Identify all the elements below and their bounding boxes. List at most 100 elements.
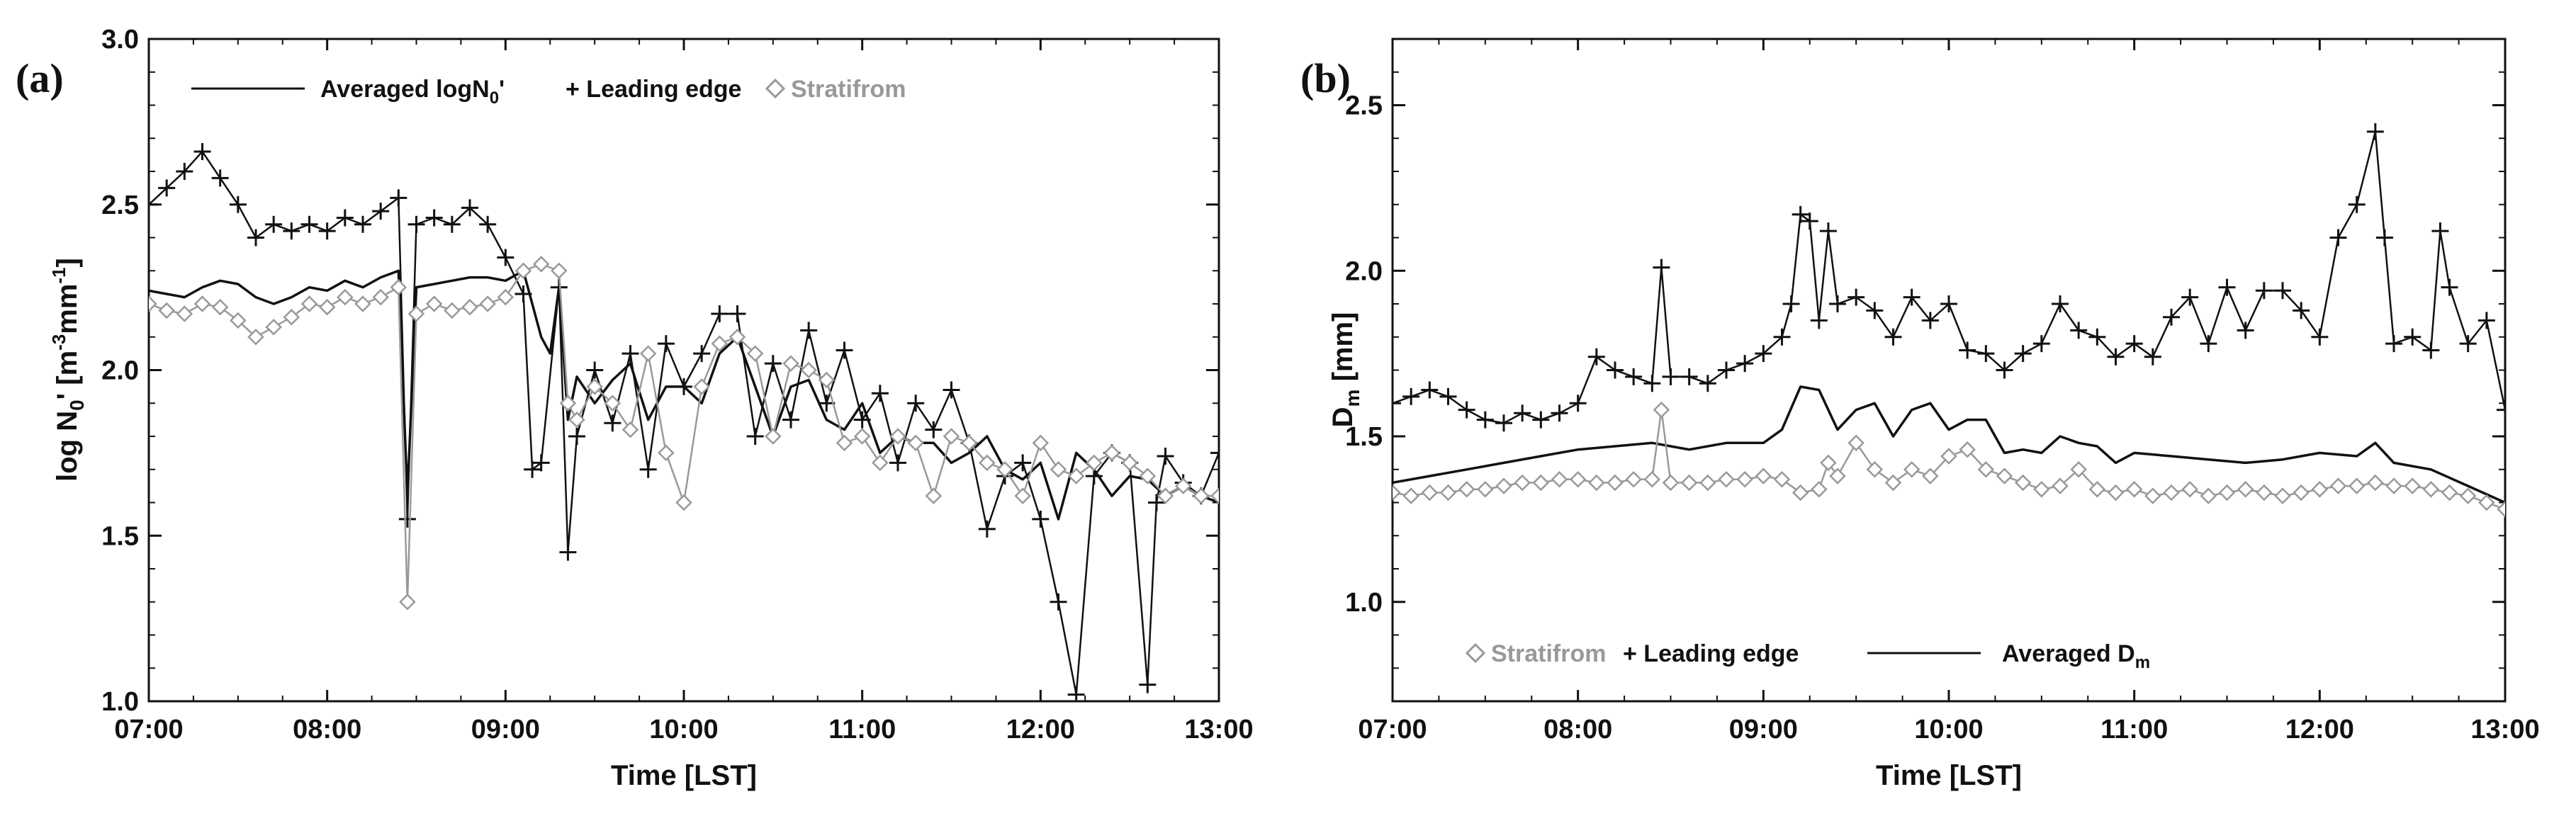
stratifrom-marker — [2497, 501, 2505, 518]
legend-label-stratifrom: Stratifrom — [1491, 640, 1606, 667]
leading-edge-marker — [639, 460, 657, 478]
leading-edge-marker — [479, 215, 497, 233]
panel-b-ylabel: Dm [mm] — [1327, 312, 1363, 428]
stratifrom-marker — [318, 298, 336, 316]
leading-edge-marker — [1792, 205, 1809, 223]
leading-edge-marker — [1495, 414, 1512, 432]
leading-edge-marker — [1847, 288, 1865, 306]
y-tick-label: 1.5 — [101, 521, 139, 551]
x-tick-label: 13:00 — [1184, 715, 1253, 744]
leading-edge-marker — [978, 520, 996, 538]
x-tick-label: 08:00 — [1543, 715, 1612, 744]
leading-edge-marker — [925, 421, 943, 438]
stratifrom-marker — [176, 305, 193, 322]
leading-edge-marker — [1458, 401, 1475, 419]
stratifrom-marker — [1174, 477, 1192, 494]
stratifrom-marker — [782, 355, 799, 372]
y-tick-label: 3.0 — [101, 25, 139, 55]
leading-edge-marker — [1476, 411, 1494, 429]
stratifrom-marker — [907, 434, 924, 452]
leading-edge-marker — [425, 209, 443, 227]
leading-edge-marker — [336, 209, 354, 227]
panel-b-series — [1393, 123, 2505, 518]
stratifrom-marker — [1820, 454, 1837, 472]
leading-edge-marker — [2070, 322, 2088, 339]
stratifrom-marker — [2033, 481, 2050, 498]
stratifrom-marker — [1699, 474, 1716, 492]
leading-edge-marker — [354, 215, 371, 233]
stratifrom-marker — [1996, 468, 2013, 484]
stratifrom-marker — [746, 345, 764, 362]
stratifrom-marker — [372, 288, 389, 306]
leading-edge-marker — [1699, 375, 1716, 392]
leading-edge-marker — [1210, 444, 1219, 462]
stratifrom-marker — [729, 328, 746, 346]
leading-edge-marker — [149, 196, 157, 213]
leading-edge-marker — [1050, 593, 1067, 611]
stratifrom-marker — [551, 262, 568, 280]
stratifrom-marker — [497, 288, 514, 306]
x-tick-label: 12:00 — [2285, 715, 2354, 744]
stratifrom-marker — [1551, 471, 1568, 488]
stratifrom-marker — [889, 428, 906, 445]
leading-edge-marker — [2255, 282, 2273, 300]
stratifrom-marker — [407, 305, 425, 322]
leading-edge-marker — [1829, 295, 1846, 312]
leading-edge-marker — [211, 169, 229, 187]
leading-edge-marker — [1718, 361, 1735, 379]
leading-edge-marker — [2366, 123, 2384, 140]
leading-edge-marker — [2422, 341, 2440, 359]
leading-edge-marker — [711, 305, 729, 323]
stratifrom-marker — [1569, 471, 1587, 488]
leading-edge-marker — [2385, 335, 2402, 353]
leading-edge-marker — [568, 428, 585, 445]
leading-edge-marker — [2014, 345, 2032, 363]
series-group — [1393, 123, 2505, 518]
stratifrom-marker — [1718, 471, 1735, 488]
stratifrom-marker — [1439, 484, 1457, 502]
leading-edge-marker — [2218, 278, 2236, 296]
stratifrom-marker — [1773, 471, 1791, 488]
leading-edge-marker — [2125, 335, 2143, 353]
stratifrom-marker — [853, 428, 871, 445]
series-line-averaged — [1393, 385, 2505, 504]
leading-edge-marker — [2088, 328, 2106, 346]
leading-edge-marker — [1643, 375, 1661, 392]
leading-edge-marker — [2497, 401, 2505, 419]
leading-edge-marker — [443, 215, 461, 233]
stratifrom-marker — [193, 295, 211, 312]
leading-edge-marker — [693, 345, 711, 363]
leading-edge-marker — [1569, 395, 1587, 412]
panel-b-xlabel: Time [LST] — [1876, 760, 2022, 791]
stratifrom-marker — [1811, 481, 1828, 498]
stratifrom-marker — [1755, 468, 1772, 484]
x-tick-label: 11:00 — [828, 715, 896, 744]
stratifrom-marker — [2163, 484, 2180, 502]
leading-edge-marker — [1607, 361, 1624, 379]
stratifrom-marker — [2200, 487, 2217, 504]
leading-edge-marker — [1996, 361, 2013, 379]
stratifrom-marker — [2107, 484, 2125, 502]
stratifrom-marker — [1977, 460, 1995, 478]
stratifrom-marker — [1532, 474, 1550, 492]
stratifrom-marker — [2144, 487, 2161, 504]
leading-edge-marker — [2441, 278, 2458, 296]
stratifrom-marker — [2404, 477, 2421, 494]
series-line-leading-edge — [149, 150, 1219, 696]
stratifrom-marker — [2181, 481, 2198, 498]
x-tick-label: 08:00 — [293, 715, 361, 744]
leading-edge-marker — [2404, 328, 2422, 346]
leading-edge-marker — [2293, 302, 2310, 319]
leading-edge-marker — [2329, 229, 2347, 246]
stratifrom-marker — [925, 487, 943, 504]
stratifrom-marker — [675, 494, 692, 511]
leading-edge-marker — [1755, 345, 1772, 363]
legend-label-leading-edge: + Leading edge — [1623, 640, 1799, 667]
x-tick-label: 13:00 — [2470, 715, 2539, 744]
stratifrom-marker — [2070, 460, 2087, 478]
stratifrom-marker — [2459, 487, 2477, 504]
stratifrom-marker — [979, 454, 996, 472]
y-tick-label: 2.0 — [1345, 256, 1383, 286]
stratifrom-marker — [300, 295, 318, 312]
stratifrom-marker — [1736, 471, 1753, 488]
